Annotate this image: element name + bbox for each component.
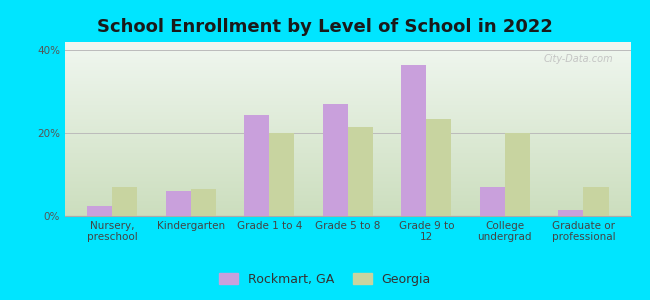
- Bar: [505, 133, 530, 216]
- Bar: [322, 104, 348, 216]
- Bar: [558, 210, 584, 216]
- Bar: [190, 189, 216, 216]
- Bar: [426, 118, 452, 216]
- Bar: [480, 187, 505, 216]
- Bar: [112, 187, 137, 216]
- Bar: [166, 191, 190, 216]
- Text: City-Data.com: City-Data.com: [544, 54, 614, 64]
- Legend: Rockmart, GA, Georgia: Rockmart, GA, Georgia: [214, 268, 436, 291]
- Bar: [269, 133, 294, 216]
- Bar: [244, 115, 269, 216]
- Bar: [87, 206, 112, 216]
- Text: School Enrollment by Level of School in 2022: School Enrollment by Level of School in …: [97, 18, 553, 36]
- Bar: [401, 65, 426, 216]
- Bar: [348, 127, 373, 216]
- Bar: [584, 187, 608, 216]
